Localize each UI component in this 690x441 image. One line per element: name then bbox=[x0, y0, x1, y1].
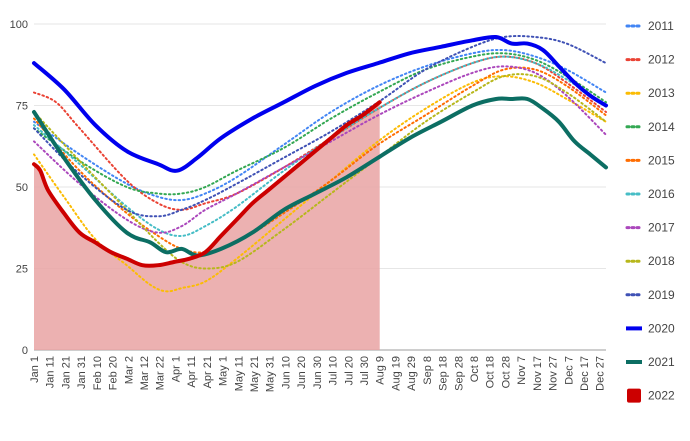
x-tick-label: Nov 7 bbox=[516, 356, 528, 385]
legend-item-2021: 2021 bbox=[626, 355, 675, 369]
x-tick-label: May 21 bbox=[249, 356, 261, 392]
legend-item-2015: 2015 bbox=[625, 153, 675, 167]
y-tick-label: 75 bbox=[16, 101, 28, 113]
series-line-2018 bbox=[33, 73, 607, 270]
x-tick-label: Sep 28 bbox=[453, 356, 465, 391]
legend-item-2014: 2014 bbox=[625, 120, 675, 134]
x-tick-label: Jan 31 bbox=[76, 356, 88, 389]
x-tick-label: Jun 10 bbox=[280, 356, 292, 389]
x-tick-label: May 31 bbox=[265, 356, 277, 392]
x-tick-label: May 11 bbox=[233, 356, 245, 391]
x-tick-label: Aug 29 bbox=[406, 356, 418, 391]
legend-label: 2013 bbox=[648, 86, 675, 100]
x-tick-label: Sep 8 bbox=[422, 356, 434, 385]
legend-label: 2020 bbox=[648, 321, 675, 335]
y-tick-label: 50 bbox=[16, 182, 28, 194]
legend-item-2018: 2018 bbox=[625, 254, 675, 268]
legend-label: 2011 bbox=[648, 19, 674, 33]
y-tick-label: 100 bbox=[10, 19, 28, 31]
x-tick-label: Sep 18 bbox=[438, 356, 450, 391]
series-lines bbox=[32, 34, 608, 293]
legend-item-2011: 2011 bbox=[625, 19, 674, 33]
series-line-2020 bbox=[32, 34, 608, 173]
y-axis: 0 25 50 75 100 bbox=[10, 19, 28, 357]
series-line-2013 bbox=[33, 75, 607, 293]
x-tick-label: Dec 17 bbox=[579, 356, 591, 391]
x-tick-label: May 1 bbox=[218, 356, 230, 386]
series-line-2021 bbox=[32, 96, 608, 258]
x-tick-label: Jan 11 bbox=[45, 356, 57, 388]
x-tick-label: Jan 21 bbox=[60, 356, 72, 389]
x-tick-label: Mar 22 bbox=[155, 356, 167, 390]
x-tick-label: Jul 10 bbox=[328, 356, 340, 385]
legend-item-2020: 2020 bbox=[626, 321, 675, 335]
x-tick-label: Nov 27 bbox=[548, 356, 560, 391]
legend-item-2019: 2019 bbox=[625, 288, 675, 302]
legend-label: 2015 bbox=[648, 153, 675, 167]
x-tick-label: Nov 17 bbox=[532, 356, 544, 391]
x-tick-label: Mar 2 bbox=[123, 356, 135, 384]
x-tick-label: Jun 30 bbox=[312, 356, 324, 389]
legend-item-2017: 2017 bbox=[625, 221, 675, 235]
x-tick-label: Aug 9 bbox=[375, 356, 387, 385]
legend-item-2012: 2012 bbox=[625, 53, 675, 67]
legend-label: 2017 bbox=[648, 221, 675, 235]
legend-label: 2012 bbox=[648, 53, 675, 67]
x-tick-label: Aug 19 bbox=[390, 356, 402, 391]
legend-item-2016: 2016 bbox=[625, 187, 675, 201]
series-line-2017 bbox=[33, 65, 607, 234]
x-tick-label: Dec 27 bbox=[595, 356, 607, 391]
area-fill-layer bbox=[34, 102, 380, 350]
legend-label: 2014 bbox=[648, 120, 675, 134]
x-tick-label: Jan 1 bbox=[29, 356, 41, 383]
legend-label: 2022 bbox=[648, 389, 675, 403]
legend-item-2022: 2022 bbox=[627, 388, 675, 403]
series-line-2014 bbox=[33, 52, 607, 196]
x-tick-label: Oct 28 bbox=[500, 356, 512, 388]
x-axis: Jan 1 Jan 11 Jan 21 Jan 31 Feb 10 Feb 20 Mar 2… bbox=[29, 356, 607, 392]
series-area-2022 bbox=[34, 102, 380, 350]
x-tick-label: Apr 11 bbox=[186, 356, 198, 388]
series-line-2022 bbox=[32, 100, 382, 268]
legend-label: 2021 bbox=[648, 355, 675, 369]
x-tick-label: Oct 8 bbox=[469, 356, 481, 382]
x-tick-label: Feb 10 bbox=[92, 356, 104, 390]
legend-label: 2019 bbox=[648, 288, 675, 302]
legend: 2011 2012 2013 2014 2015 2016 2017 2018 2019 2020… bbox=[625, 19, 675, 403]
x-tick-label: Jun 20 bbox=[296, 356, 308, 389]
y-tick-label: 0 bbox=[22, 345, 28, 357]
x-tick-label: Dec 7 bbox=[563, 356, 575, 385]
x-tick-label: Jul 20 bbox=[343, 356, 355, 385]
legend-swatch bbox=[627, 388, 641, 403]
x-tick-label: Mar 12 bbox=[139, 356, 151, 390]
legend-label: 2018 bbox=[648, 254, 675, 268]
x-tick-label: Oct 18 bbox=[485, 356, 497, 388]
x-tick-label: Apr 1 bbox=[170, 356, 182, 382]
legend-item-2013: 2013 bbox=[625, 86, 675, 100]
legend-label: 2016 bbox=[648, 187, 675, 201]
y-tick-label: 25 bbox=[16, 264, 28, 276]
x-tick-label: Jul 30 bbox=[359, 356, 371, 385]
x-tick-label: Apr 21 bbox=[202, 356, 214, 388]
x-tick-label: Feb 20 bbox=[108, 356, 120, 390]
series-line-2019 bbox=[33, 35, 607, 218]
